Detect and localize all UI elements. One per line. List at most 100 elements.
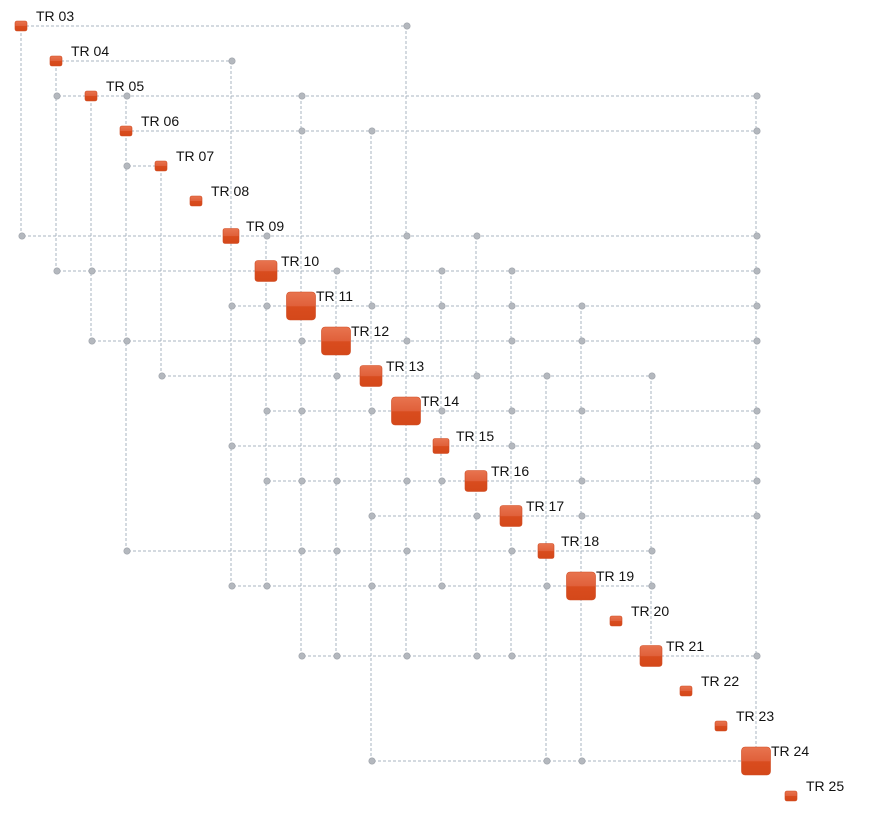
- node-tr25[interactable]: TR 25: [784, 778, 844, 802]
- junction-dot: [753, 442, 761, 450]
- junction-dot: [508, 302, 516, 310]
- node-tr09[interactable]: TR 09: [222, 218, 284, 244]
- junction-dot: [473, 512, 481, 520]
- junction-dot: [473, 232, 481, 240]
- junction-dot: [403, 232, 411, 240]
- node-tr12[interactable]: TR 12: [321, 323, 390, 356]
- node-tr22[interactable]: TR 22: [679, 673, 739, 697]
- junction-dot: [578, 757, 586, 765]
- edge-tr05-tr06: [91, 95, 127, 131]
- node-tr06[interactable]: TR 06: [119, 113, 179, 137]
- node-tr07[interactable]: TR 07: [154, 148, 214, 172]
- node-box[interactable]: [679, 685, 693, 697]
- node-tr24[interactable]: TR 24: [741, 743, 810, 776]
- junction-dot: [18, 232, 26, 240]
- node-tr20[interactable]: TR 20: [609, 603, 669, 627]
- node-box[interactable]: [222, 228, 240, 244]
- node-tr11[interactable]: TR 11: [286, 288, 354, 321]
- junction-dot: [578, 337, 586, 345]
- edge-tr15-tr24: [441, 445, 757, 761]
- junction-dot: [543, 372, 551, 380]
- node-tr16[interactable]: TR 16: [464, 463, 529, 492]
- node-box[interactable]: [639, 645, 663, 667]
- junction-dot: [333, 477, 341, 485]
- junction-dot: [508, 337, 516, 345]
- node-tr13[interactable]: TR 13: [359, 358, 424, 387]
- node-tr21[interactable]: TR 21: [639, 638, 704, 667]
- junction-dot: [508, 652, 516, 660]
- node-box[interactable]: [321, 326, 351, 356]
- node-box[interactable]: [537, 543, 555, 559]
- node-tr10[interactable]: TR 10: [254, 253, 319, 282]
- node-tr23[interactable]: TR 23: [714, 708, 774, 732]
- junction-dot: [123, 547, 131, 555]
- junction-dot: [438, 407, 446, 415]
- edge-tr05-tr04: [55, 61, 91, 97]
- junction-dot: [403, 477, 411, 485]
- node-box[interactable]: [189, 195, 203, 207]
- node-label: TR 06: [141, 113, 179, 129]
- node-box[interactable]: [254, 260, 278, 282]
- node-box[interactable]: [714, 720, 728, 732]
- junction-dot: [753, 337, 761, 345]
- node-tr08[interactable]: TR 08: [189, 183, 249, 207]
- node-label: TR 20: [631, 603, 669, 619]
- junction-dot: [438, 477, 446, 485]
- node-box[interactable]: [464, 470, 488, 492]
- node-label: TR 23: [736, 708, 774, 724]
- node-tr18[interactable]: TR 18: [537, 533, 599, 559]
- node-box[interactable]: [49, 55, 63, 67]
- node-box[interactable]: [14, 20, 28, 32]
- node-box[interactable]: [609, 615, 623, 627]
- junction-dot: [228, 582, 236, 590]
- junction-dot: [228, 302, 236, 310]
- junction-dot: [298, 127, 306, 135]
- junction-dot: [298, 547, 306, 555]
- node-box[interactable]: [566, 571, 596, 601]
- junction-dot: [263, 407, 271, 415]
- junction-dot: [263, 232, 271, 240]
- node-label: TR 12: [351, 323, 389, 339]
- node-label: TR 10: [281, 253, 319, 269]
- node-box[interactable]: [784, 790, 798, 802]
- junction-dot: [438, 267, 446, 275]
- node-tr03[interactable]: TR 03: [14, 8, 74, 32]
- node-box[interactable]: [359, 365, 383, 387]
- junction-dot: [473, 372, 481, 380]
- node-tr17[interactable]: TR 17: [499, 498, 564, 527]
- junction-dot: [368, 757, 376, 765]
- edge-tr24-tr13: [370, 376, 756, 762]
- junction-dot: [753, 232, 761, 240]
- node-box[interactable]: [84, 90, 98, 102]
- node-label: TR 09: [246, 218, 284, 234]
- node-box[interactable]: [741, 746, 771, 776]
- junction-dot: [403, 337, 411, 345]
- node-box[interactable]: [119, 125, 133, 137]
- junction-dot: [473, 652, 481, 660]
- junction-dot: [298, 337, 306, 345]
- junction-dot: [753, 512, 761, 520]
- node-tr14[interactable]: TR 14: [391, 393, 460, 426]
- edge-tr07-tr06: [125, 131, 161, 167]
- junction-dot: [508, 407, 516, 415]
- node-box[interactable]: [432, 438, 450, 454]
- node-tr15[interactable]: TR 15: [432, 428, 494, 454]
- node-label: TR 07: [176, 148, 214, 164]
- node-tr04[interactable]: TR 04: [49, 43, 109, 67]
- node-box[interactable]: [391, 396, 421, 426]
- junction-dot: [368, 302, 376, 310]
- junction-dot: [403, 652, 411, 660]
- junction-dot: [228, 57, 236, 65]
- node-tr05[interactable]: TR 05: [84, 78, 144, 102]
- junction-dot: [53, 92, 61, 100]
- node-label: TR 17: [526, 498, 564, 514]
- node-label: TR 03: [36, 8, 74, 24]
- node-box[interactable]: [499, 505, 523, 527]
- node-label: TR 22: [701, 673, 739, 689]
- node-box[interactable]: [154, 160, 168, 172]
- node-layer: TR 03 TR 04 TR 05 TR 06 TR 07 TR 08 TR 09 TR 10…: [14, 8, 844, 802]
- junction-dot: [578, 512, 586, 520]
- node-tr19[interactable]: TR 19: [566, 568, 635, 601]
- node-box[interactable]: [286, 291, 316, 321]
